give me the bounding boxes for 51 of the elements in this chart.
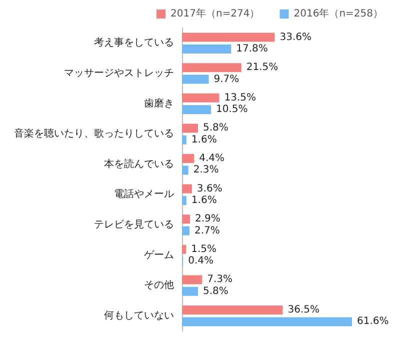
data-label: 2.3% <box>193 164 219 176</box>
bar <box>182 306 283 314</box>
data-label: 3.6% <box>196 183 222 194</box>
y-tick-label: 考え事をしている <box>94 36 174 49</box>
bar <box>182 63 242 72</box>
data-label: 0.4% <box>188 256 214 267</box>
data-label: 21.5% <box>246 62 278 74</box>
data-label: 9.7% <box>214 74 240 85</box>
bar <box>182 124 198 133</box>
bar <box>182 196 186 205</box>
y-tick-label: その他 <box>144 279 174 292</box>
data-label: 5.8% <box>203 286 228 297</box>
y-tick-label: 音楽を聴いたり、歌ったりしている <box>14 128 174 140</box>
data-label: 61.6% <box>357 316 389 328</box>
data-label: 7.3% <box>207 274 233 286</box>
data-label: 13.5% <box>224 92 256 104</box>
bar <box>182 317 352 326</box>
bar <box>182 275 202 284</box>
data-label: 1.6% <box>191 195 217 206</box>
data-label: 1.5% <box>191 244 217 255</box>
data-label: 2.7% <box>194 225 220 236</box>
y-tick-label: 歯磨き <box>144 97 174 110</box>
legend-label: 2017年（n=274） <box>170 8 260 20</box>
bar <box>182 184 192 194</box>
data-label: 33.6% <box>280 32 312 43</box>
bar <box>182 105 211 114</box>
bar <box>182 44 232 54</box>
bar <box>182 166 188 175</box>
y-tick-label: 電話やメール <box>114 188 174 200</box>
bar <box>182 214 190 224</box>
data-label: 10.5% <box>216 104 248 116</box>
data-label: 5.8% <box>203 122 228 134</box>
y-tick-label: 何もしていない <box>104 310 174 322</box>
legend-label: 2016年（n=258） <box>294 8 384 20</box>
bar <box>182 74 209 84</box>
bar <box>182 226 190 236</box>
data-label: 1.6% <box>191 134 217 146</box>
y-tick-label: マッサージやストレッチ <box>64 68 174 79</box>
bar <box>182 32 275 42</box>
bar <box>182 135 186 144</box>
y-tick-label: テレビを見ている <box>94 219 174 230</box>
data-label: 4.4% <box>199 153 225 164</box>
y-tick-label: ゲーム <box>144 250 174 261</box>
bar <box>182 93 220 102</box>
bar <box>182 244 186 254</box>
data-label: 17.8% <box>236 44 268 54</box>
data-label: 36.5% <box>288 304 320 316</box>
y-tick-label: 本を読んでいる <box>104 158 174 170</box>
bar <box>182 286 198 296</box>
bar <box>182 154 194 163</box>
data-label: 2.9% <box>195 214 220 225</box>
